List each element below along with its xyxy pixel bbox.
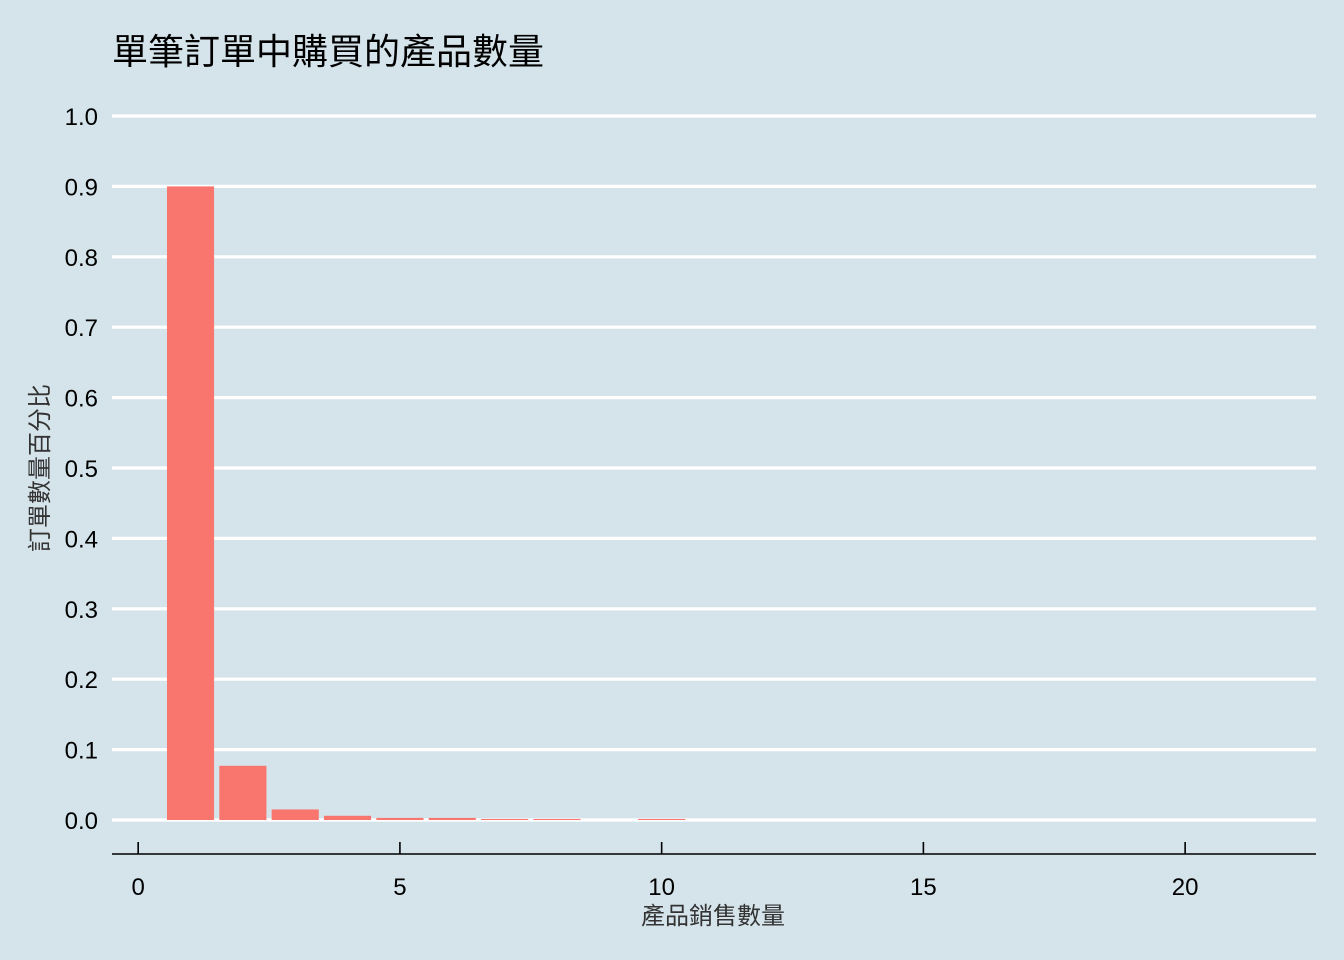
x-tick-label: 10 xyxy=(648,874,675,901)
y-tick-label: 0.6 xyxy=(65,386,98,413)
bar xyxy=(481,818,529,820)
y-tick-label: 1.0 xyxy=(65,104,98,131)
bar xyxy=(271,809,319,820)
y-tick-label: 0.0 xyxy=(65,808,98,835)
x-tick-label: 20 xyxy=(1172,874,1199,901)
y-axis-title: 訂單數量百分比 xyxy=(26,384,54,552)
x-axis-title: 產品銷售數量 xyxy=(641,902,785,930)
bar xyxy=(166,186,215,820)
y-tick-label: 0.5 xyxy=(65,456,98,483)
x-tick-label: 0 xyxy=(131,874,144,901)
x-axis: 0 5 10 15 20 xyxy=(112,842,1316,901)
x-tick-label: 5 xyxy=(393,874,406,901)
y-tick-label: 0.9 xyxy=(65,174,98,201)
bar xyxy=(219,765,267,820)
y-tick-label: 0.4 xyxy=(65,526,98,553)
y-tick-label: 0.1 xyxy=(65,738,98,765)
y-tick-label: 0.8 xyxy=(65,245,98,272)
y-tick-label: 0.7 xyxy=(65,315,98,342)
bars xyxy=(166,186,686,820)
bar xyxy=(376,817,424,820)
y-tick-label: 0.2 xyxy=(65,667,98,694)
chart-title: 單筆訂單中購買的產品數量 xyxy=(112,32,544,73)
y-tick-labels: 0.0 0.1 0.2 0.3 0.4 0.5 0.6 0.7 0.8 0.9 1.0 xyxy=(65,104,98,835)
x-tick-label: 15 xyxy=(910,874,937,901)
bar xyxy=(428,817,476,820)
y-tick-label: 0.3 xyxy=(65,597,98,624)
bar xyxy=(533,818,581,820)
gridlines xyxy=(112,114,1316,822)
bar xyxy=(638,818,686,820)
bar xyxy=(324,815,372,820)
